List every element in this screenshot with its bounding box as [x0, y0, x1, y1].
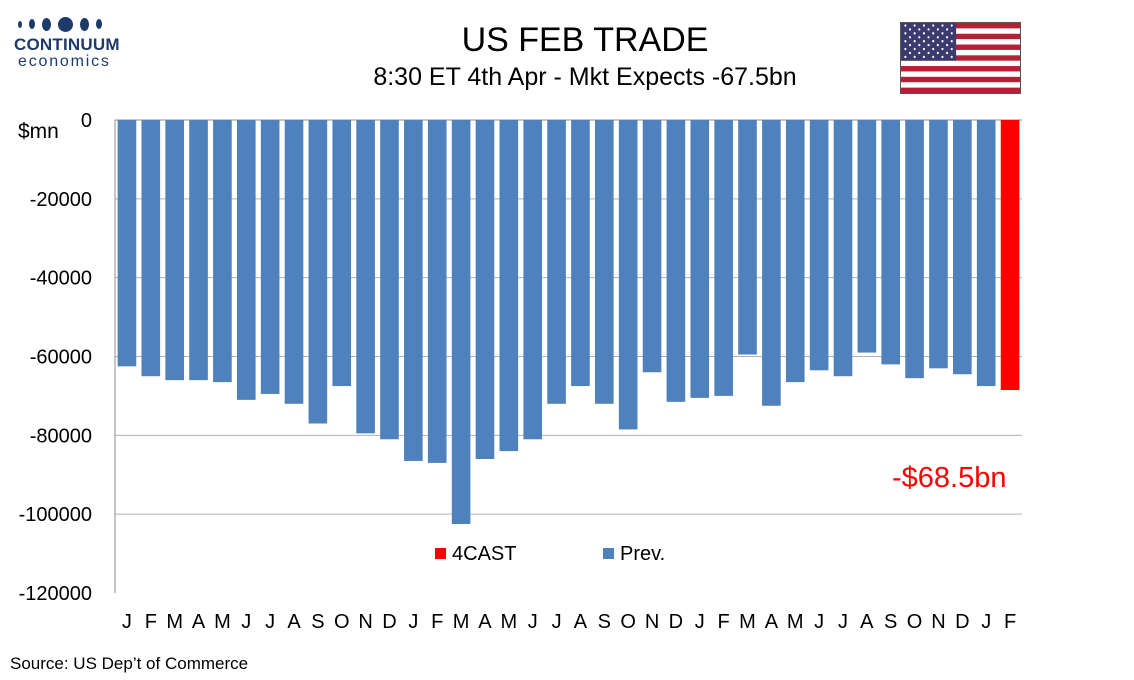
x-tick-label: D: [669, 611, 683, 633]
prev-bar: [213, 120, 232, 383]
prev-bar: [189, 120, 208, 381]
y-tick-label: -40000: [30, 268, 92, 290]
y-tick-label: -100000: [19, 504, 92, 526]
y-tick-label: 0: [81, 110, 92, 132]
prev-bar: [451, 120, 471, 525]
x-tick-label: D: [955, 611, 969, 633]
x-tick-label: J: [838, 611, 848, 633]
x-tick-label: J: [552, 611, 562, 633]
y-tick-label: -60000: [30, 347, 92, 369]
prev-bar: [642, 120, 662, 373]
x-tick-label: J: [241, 611, 251, 633]
x-tick-label: F: [145, 611, 157, 633]
x-tick-label: A: [574, 611, 588, 633]
x-tick-label: M: [453, 611, 470, 633]
legend-swatch: [435, 548, 446, 559]
x-tick-label: J: [408, 611, 418, 633]
prev-bar: [785, 120, 805, 383]
x-tick-label: A: [192, 611, 206, 633]
y-tick-label: -20000: [30, 189, 92, 211]
x-tick-label: F: [431, 611, 443, 633]
x-tick-label: S: [311, 611, 324, 633]
x-tick-label: J: [981, 611, 991, 633]
prev-bar: [427, 120, 447, 463]
prev-bar: [929, 120, 948, 369]
prev-bar: [284, 120, 304, 404]
x-tick-label: O: [334, 611, 350, 633]
chart-subtitle: 8:30 ET 4th Apr - Mkt Expects -67.5bn: [373, 63, 797, 91]
x-tick-label: S: [598, 611, 611, 633]
prev-bar: [475, 120, 495, 459]
legend-swatch: [603, 548, 614, 559]
legend-label: Prev.: [620, 543, 665, 565]
x-tick-label: J: [122, 611, 132, 633]
x-tick-label: O: [907, 611, 923, 633]
prev-bar: [236, 120, 256, 400]
x-tick-label: F: [718, 611, 730, 633]
source-note: Source: US Dep’t of Commerce: [10, 654, 249, 673]
forecast-bar: [1000, 120, 1020, 391]
prev-bar: [380, 120, 399, 440]
y-tick-label: -120000: [19, 583, 92, 605]
x-tick-label: J: [695, 611, 705, 633]
us-flag-icon: [900, 22, 1021, 94]
y-axis-unit: $mn: [18, 120, 59, 143]
prev-bar: [881, 120, 901, 365]
prev-bar: [953, 120, 972, 375]
prev-bar: [738, 120, 757, 355]
prev-bar: [833, 120, 853, 377]
prev-bar: [762, 120, 781, 406]
prev-bar: [976, 120, 996, 387]
prev-bar: [666, 120, 686, 402]
x-tick-label: F: [1004, 611, 1016, 633]
x-tick-label: A: [860, 611, 874, 633]
x-tick-label: M: [739, 611, 756, 633]
prev-bar: [690, 120, 710, 398]
x-tick-label: A: [765, 611, 779, 633]
x-tick-label: M: [500, 611, 517, 633]
forecast-callout: -$68.5bn: [892, 462, 1007, 494]
x-tick-label: M: [787, 611, 804, 633]
logo-subname: economics: [18, 53, 111, 70]
prev-bar: [618, 120, 638, 430]
x-tick-label: N: [358, 611, 372, 633]
y-tick-label: -80000: [30, 425, 92, 447]
logo-dots: [14, 14, 134, 34]
prev-bar: [571, 120, 590, 387]
continuum-economics-logo: CONTINUUM economics: [14, 14, 134, 76]
prev-bar: [523, 120, 543, 440]
prev-bar: [547, 120, 566, 404]
prev-bar: [141, 120, 161, 377]
x-tick-label: N: [645, 611, 659, 633]
chart-title: US FEB TRADE: [461, 21, 709, 59]
prev-bar: [117, 120, 137, 367]
x-tick-label: M: [214, 611, 231, 633]
prev-bar: [857, 120, 877, 353]
x-tick-label: J: [528, 611, 538, 633]
x-tick-label: M: [166, 611, 183, 633]
prev-bar: [809, 120, 829, 371]
x-tick-label: O: [620, 611, 636, 633]
x-tick-label: J: [265, 611, 275, 633]
prev-bar: [905, 120, 924, 379]
x-tick-label: J: [814, 611, 824, 633]
prev-bar: [714, 120, 733, 396]
prev-bar: [332, 120, 352, 387]
logo-name: CONTINUUM: [14, 35, 120, 54]
prev-bar: [594, 120, 614, 404]
prev-bar: [356, 120, 375, 434]
prev-bar: [260, 120, 280, 394]
x-tick-label: A: [287, 611, 301, 633]
prev-bar: [165, 120, 184, 381]
prev-bar: [499, 120, 519, 452]
x-tick-label: S: [884, 611, 897, 633]
x-tick-label: N: [931, 611, 945, 633]
x-tick-label: A: [478, 611, 492, 633]
x-tick-label: D: [382, 611, 396, 633]
prev-bar: [404, 120, 423, 461]
legend-label: 4CAST: [452, 543, 516, 565]
prev-bar: [308, 120, 328, 424]
